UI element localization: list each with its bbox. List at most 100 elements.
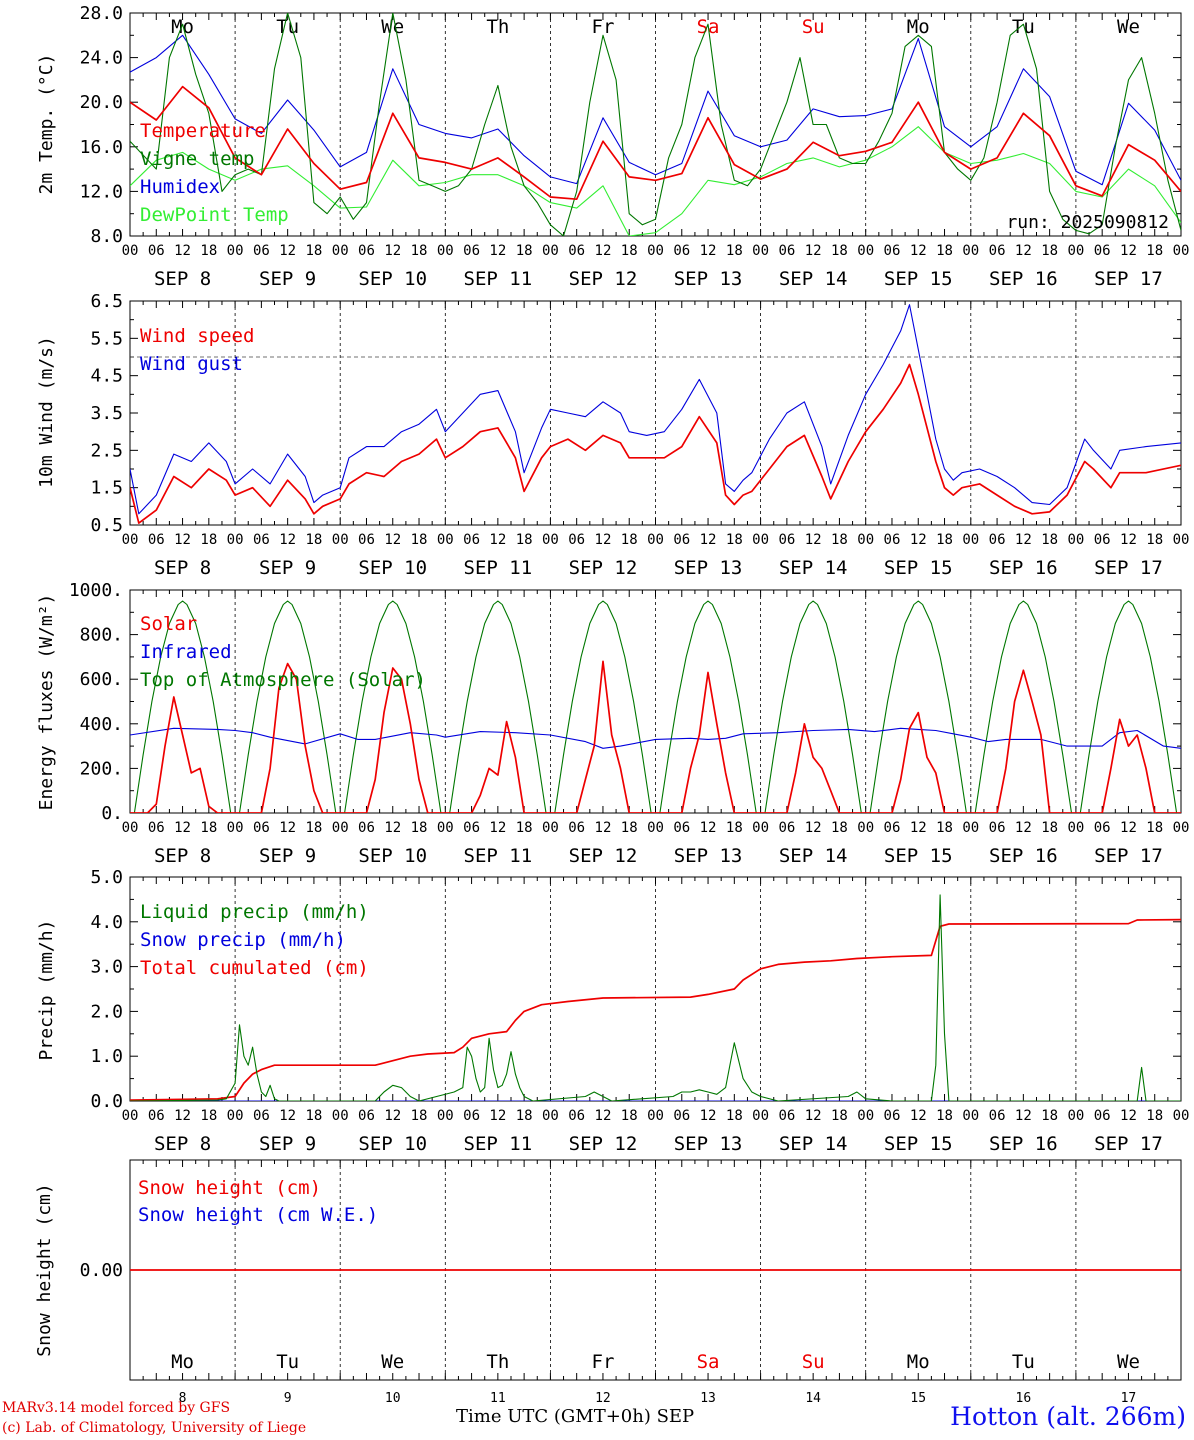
x-hour-label: 06: [884, 532, 901, 548]
y-tick-label: 1.0: [90, 1046, 123, 1067]
x-day-label: SEP 11: [464, 557, 533, 579]
x-hour-label: 06: [989, 1108, 1006, 1124]
x-hour-label: 00: [857, 532, 874, 548]
x-day-label: SEP 15: [884, 845, 953, 867]
x-hour-label: 12: [384, 1108, 401, 1124]
weekday-label: Mo: [171, 1351, 194, 1373]
x-hour-label: 00: [332, 243, 349, 259]
x-day-label: SEP 11: [464, 1133, 533, 1155]
x-hour-label: 06: [884, 243, 901, 259]
x-hour-label: 12: [1015, 1108, 1032, 1124]
x-hour-label: 12: [595, 820, 612, 836]
x-hour-label: 06: [884, 1108, 901, 1124]
x-hour-label: 00: [857, 1108, 874, 1124]
x-hour-label: 00: [227, 820, 244, 836]
x-hour-label: 18: [1041, 532, 1058, 548]
weekday-label: We: [1117, 16, 1140, 38]
x-hour-label: 18: [831, 532, 848, 548]
x-hour-label: 00: [752, 820, 769, 836]
panel-1: 28.0 24.0 20.0 16.0 12.0 8.0 2m Temp. (°C) 00 06…: [36, 3, 1189, 290]
x-hour-label: 06: [358, 532, 375, 548]
series-line-vigne-temp: [130, 13, 1181, 236]
x-hour-label: 12: [805, 532, 822, 548]
run-annotation: run: 2025090812: [1006, 212, 1169, 233]
x-day-label: SEP 16: [989, 845, 1058, 867]
x-hour-label: 00: [1067, 532, 1084, 548]
y-tick-label: 20.0: [80, 92, 123, 113]
x-hour-label: 06: [253, 820, 270, 836]
x-hour-label: 06: [778, 820, 795, 836]
x-hour-label: 00: [227, 532, 244, 548]
x-hour-label: 06: [148, 532, 165, 548]
x-hour-label: 12: [700, 243, 717, 259]
x-hour-label: 12: [174, 243, 191, 259]
x-day-label: SEP 16: [989, 1133, 1058, 1155]
x-hour-label: 18: [200, 532, 217, 548]
x-hour-label: 12: [174, 820, 191, 836]
legend-entry: Snow precip (mm/h): [140, 929, 346, 951]
x-hour-label: 00: [962, 1108, 979, 1124]
x-hour-label: 06: [463, 532, 480, 548]
x-hour-label: 12: [910, 820, 927, 836]
station-name: Hotton (alt. 266m): [950, 1402, 1186, 1431]
series-line-total-cumulated-cm-: [130, 918, 1181, 1101]
x-hour-label: 00: [1173, 820, 1190, 836]
legend-entry: Humidex: [140, 176, 220, 198]
x-hour-label: 06: [358, 243, 375, 259]
x-day-label: SEP 10: [358, 1133, 427, 1155]
y-tick-label: 12.0: [80, 181, 123, 202]
x-hour-label: 06: [778, 1108, 795, 1124]
x-day-label: 12: [595, 1391, 611, 1406]
x-hour-label: 00: [962, 820, 979, 836]
y-tick-label: 5.5: [90, 328, 123, 349]
x-hour-label: 00: [227, 1108, 244, 1124]
x-hour-label: 06: [989, 243, 1006, 259]
series-line-top-of-atmosphere-solar-: [130, 600, 1181, 813]
x-day-label: SEP 17: [1094, 1133, 1163, 1155]
x-hour-label: 00: [542, 820, 559, 836]
x-hour-label: 06: [568, 532, 585, 548]
x-hour-label: 00: [752, 532, 769, 548]
x-hour-label: 06: [1094, 532, 1111, 548]
legend-entry: Top of Atmosphere (Solar): [140, 669, 426, 691]
legend-entry: Snow height (cm): [138, 1177, 321, 1199]
x-day-label: SEP 17: [1094, 845, 1163, 867]
x-day-label: SEP 12: [569, 557, 638, 579]
weekday-label: Th: [486, 1351, 509, 1373]
x-hour-label: 18: [200, 820, 217, 836]
weekday-label: Tu: [276, 1351, 299, 1373]
x-hour-label: 06: [673, 1108, 690, 1124]
x-hour-label: 00: [647, 532, 664, 548]
x-hour-label: 12: [384, 532, 401, 548]
weekday-label: Fr: [592, 16, 615, 38]
x-day-label: 8: [179, 1391, 187, 1406]
x-hour-label: 12: [1015, 243, 1032, 259]
y-tick-label: 1000.: [69, 580, 123, 601]
x-hour-label: 18: [1146, 1108, 1163, 1124]
x-hour-label: 18: [831, 243, 848, 259]
x-hour-label: 00: [857, 243, 874, 259]
x-day-label: SEP 14: [779, 1133, 848, 1155]
x-hour-label: 12: [595, 1108, 612, 1124]
x-axis-title: Time UTC (GMT+0h) SEP: [456, 1406, 695, 1427]
x-hour-label: 00: [1173, 1108, 1190, 1124]
x-hour-label: 18: [1146, 820, 1163, 836]
y-tick-label: 3.0: [90, 957, 123, 978]
x-hour-label: 12: [910, 532, 927, 548]
x-hour-label: 00: [542, 1108, 559, 1124]
x-hour-label: 18: [726, 1108, 743, 1124]
x-hour-label: 12: [279, 1108, 296, 1124]
x-hour-label: 18: [1041, 1108, 1058, 1124]
series-line-liquid-precip-mm-h-: [130, 894, 1181, 1101]
x-hour-label: 06: [253, 1108, 270, 1124]
x-hour-label: 06: [253, 532, 270, 548]
y-tick-label: 24.0: [80, 48, 123, 69]
x-hour-label: 18: [1146, 243, 1163, 259]
x-hour-label: 18: [726, 820, 743, 836]
x-hour-label: 18: [516, 1108, 533, 1124]
series-line-wind-speed: [130, 363, 1181, 524]
panel-4: 5.0 4.0 3.0 2.0 1.0 0.0 Precip (mm/h) 00 06 12 18 0…: [36, 867, 1189, 1155]
x-day-label: SEP 17: [1094, 268, 1163, 290]
x-hour-label: 18: [621, 532, 638, 548]
